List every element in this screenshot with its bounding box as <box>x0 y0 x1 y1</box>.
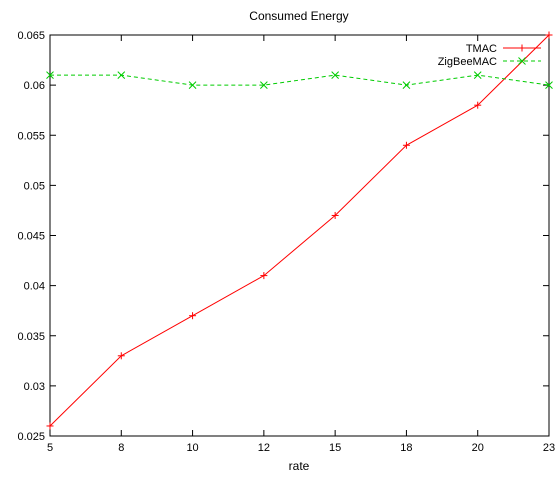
marker-stroke <box>46 71 54 79</box>
x-axis-label: rate <box>289 459 310 473</box>
y-tick-label: 0.065 <box>17 30 45 42</box>
legend-label-tmac: TMAC <box>466 43 497 55</box>
legend-marker-tmac <box>518 44 526 52</box>
x-tick-label: 5 <box>47 442 53 454</box>
y-tick-label: 0.05 <box>24 180 45 192</box>
data-point-zigbeemac <box>473 71 482 79</box>
y-tick-label: 0.045 <box>17 231 45 243</box>
data-point-zigbeemac <box>402 81 411 89</box>
data-point-tmac <box>474 101 482 109</box>
marker-stroke <box>473 71 482 79</box>
data-point-zigbeemac <box>260 81 268 89</box>
y-tick-label: 0.03 <box>24 381 45 393</box>
x-tick-label: 10 <box>186 442 198 454</box>
data-point-zigbeemac <box>117 71 126 79</box>
x-tick-label: 20 <box>472 442 484 454</box>
y-axis: 0.025 0.03 0.035 0.04 0.045 0.05 0.055 0.06 0.06… <box>17 30 549 443</box>
data-point-zigbeemac <box>545 81 553 89</box>
series-line-zigbeemac <box>50 74 550 86</box>
data-point-tmac <box>331 211 339 219</box>
marker-stroke <box>117 71 126 79</box>
data-point-tmac <box>189 312 197 320</box>
data-point-tmac <box>46 422 54 430</box>
y-tick-label: 0.055 <box>17 130 45 142</box>
marker-stroke <box>188 81 197 89</box>
legend-label-zigbeemac: ZigBeeMAC <box>438 56 497 68</box>
marker-stroke <box>260 81 268 89</box>
x-tick-label: 23 <box>543 442 555 454</box>
data-point-zigbeemac <box>331 71 339 79</box>
legend-marker-zigbeemac <box>518 57 526 65</box>
data-point-zigbeemac <box>46 71 54 79</box>
x-tick-label: 8 <box>118 442 124 454</box>
x-tick-label: 15 <box>329 442 341 454</box>
marker-stroke <box>518 57 526 65</box>
series-line-tmac <box>49 34 550 427</box>
marker-stroke <box>545 81 553 89</box>
series-layer <box>46 31 553 430</box>
plot-area-frame <box>49 34 550 437</box>
data-point-tmac <box>260 272 268 280</box>
x-tick-label: 18 <box>400 442 412 454</box>
x-axis: 5 8 10 12 15 18 20 23 <box>47 35 555 454</box>
chart-title: Consumed Energy <box>249 9 348 23</box>
marker-stroke <box>331 71 339 79</box>
data-point-tmac <box>117 352 125 360</box>
x-tick-label: 12 <box>258 442 270 454</box>
y-tick-label: 0.06 <box>24 80 45 92</box>
y-tick-label: 0.035 <box>17 331 45 343</box>
data-point-zigbeemac <box>188 81 197 89</box>
data-point-tmac <box>402 141 410 149</box>
marker-stroke <box>402 81 411 89</box>
y-tick-label: 0.04 <box>24 281 45 293</box>
data-point-tmac <box>545 31 553 39</box>
y-tick-label: 0.025 <box>17 431 45 443</box>
